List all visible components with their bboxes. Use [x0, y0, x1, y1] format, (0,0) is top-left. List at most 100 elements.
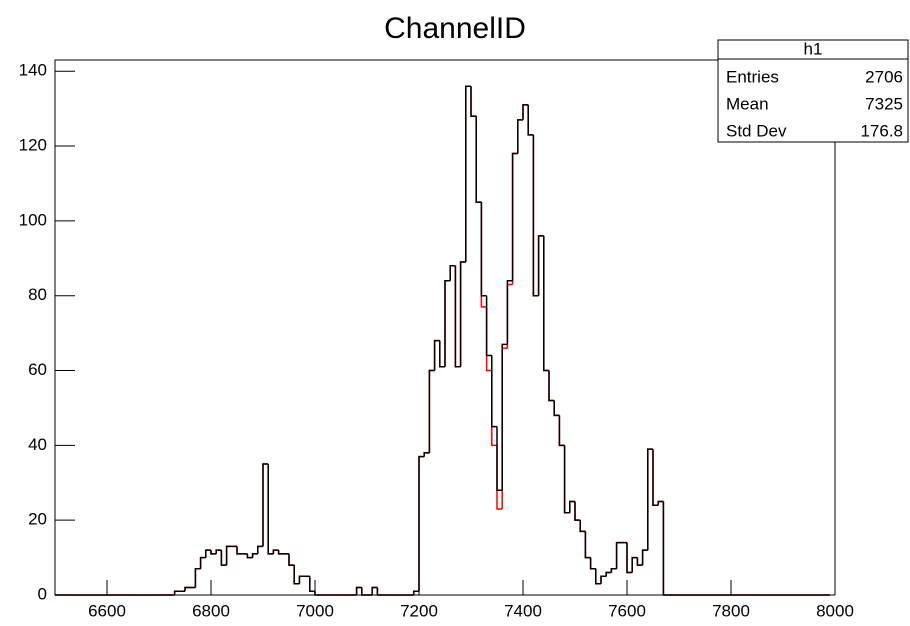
- histogram-bin: [652, 449, 659, 506]
- histogram-bin: [496, 445, 503, 510]
- histogram-bin: [361, 587, 367, 596]
- histogram-bin: [262, 463, 269, 547]
- histogram-bin: [288, 553, 295, 566]
- stats-box: [717, 39, 909, 143]
- histogram-bin: [465, 85, 471, 263]
- histogram-bin: [439, 340, 445, 368]
- histogram-bin: [444, 279, 451, 367]
- histogram-bin: [246, 553, 253, 559]
- y-tick-label: 0: [38, 584, 47, 603]
- histogram-bin: [236, 546, 243, 555]
- histogram-bin: [428, 369, 435, 453]
- histogram-bin: [485, 295, 492, 357]
- histogram-bin: [298, 575, 305, 584]
- histogram-bin: [517, 119, 523, 154]
- histogram-bin: [589, 557, 596, 570]
- histogram-bin: [225, 545, 232, 566]
- histogram-bin: [459, 261, 466, 367]
- histogram-bin: [257, 545, 263, 554]
- histogram-bin: [543, 235, 549, 372]
- histogram-bin: [433, 339, 440, 371]
- histogram-bin: [491, 370, 497, 447]
- histogram-bin: [225, 545, 232, 566]
- histogram-bin: [454, 265, 461, 368]
- histogram-bin: [194, 568, 201, 588]
- histogram-bin: [439, 340, 445, 368]
- x-tick-label: 7400: [504, 601, 542, 620]
- histogram-bin: [444, 279, 451, 367]
- histogram-bin: [470, 86, 477, 117]
- histogram-bin: [600, 575, 607, 584]
- y-tick-label: 100: [19, 210, 47, 229]
- x-tick-label: 7200: [400, 601, 438, 620]
- histogram-bin: [558, 415, 565, 447]
- histogram-bin: [537, 235, 544, 296]
- x-tick-label: 8000: [816, 601, 854, 620]
- chart-title: ChannelID: [384, 12, 526, 45]
- histogram-bin: [501, 343, 508, 491]
- histogram-bin: [293, 565, 300, 585]
- histogram-bin: [298, 575, 305, 584]
- histogram-bin: [205, 549, 211, 558]
- histogram-bin: [537, 235, 544, 296]
- histogram-bin: [418, 455, 425, 592]
- histogram-bin: [459, 261, 466, 367]
- histogram-bin: [475, 116, 482, 203]
- histogram-bin: [267, 464, 274, 555]
- histogram-bin: [548, 370, 555, 402]
- histogram-bin: [584, 531, 591, 559]
- histogram-bin: [657, 500, 664, 506]
- histogram-bin: [433, 339, 440, 371]
- histogram-bin: [470, 86, 477, 117]
- histogram-bin: [220, 550, 227, 566]
- histogram-bin: [595, 568, 601, 585]
- histogram-bin: [641, 549, 648, 566]
- histogram-bin: [511, 152, 518, 285]
- histogram-bin: [485, 306, 492, 372]
- x-tick-label: 6600: [88, 601, 126, 620]
- histogram-bin: [361, 587, 367, 596]
- histogram-bin: [277, 550, 284, 555]
- histogram-bin: [511, 152, 518, 281]
- histogram-bin: [595, 568, 601, 585]
- histogram-bin: [579, 520, 586, 533]
- stats-title: h1: [804, 39, 823, 58]
- histogram-bin: [309, 576, 315, 593]
- histogram-bin: [251, 553, 258, 558]
- histogram-bin: [584, 531, 591, 559]
- histogram-bin: [532, 134, 539, 297]
- histogram-bin: [449, 265, 456, 281]
- stats-label: Entries: [726, 67, 779, 86]
- histogram-bin: [522, 104, 529, 120]
- histogram-bin: [199, 556, 206, 569]
- histogram-bin: [563, 445, 570, 514]
- histogram-bin: [631, 556, 638, 573]
- y-tick-label: 140: [19, 61, 47, 80]
- histogram-bin: [641, 549, 648, 566]
- histogram-bin: [491, 355, 497, 428]
- histogram-bin: [314, 591, 321, 596]
- histogram-bin: [496, 426, 503, 491]
- histogram-bin: [376, 587, 383, 596]
- histogram-bin: [527, 104, 534, 136]
- histogram-bin: [558, 415, 565, 447]
- histogram-bin: [662, 501, 669, 596]
- histogram-bin: [615, 541, 622, 569]
- histogram-bin: [309, 576, 315, 593]
- histogram-bin: [543, 235, 549, 372]
- histogram-bin: [506, 279, 513, 345]
- histogram-bin: [173, 590, 180, 595]
- histogram-bin: [553, 400, 560, 417]
- stats-label: Mean: [726, 94, 769, 113]
- histogram-bin: [636, 557, 643, 566]
- histogram-bin: [220, 550, 227, 566]
- histogram-bin: [376, 587, 383, 596]
- x-tick-label: 7600: [608, 601, 646, 620]
- histogram-bin: [522, 104, 529, 120]
- x-tick-label: 6800: [192, 601, 230, 620]
- histogram-bin: [423, 452, 430, 457]
- histogram-bin: [548, 370, 555, 402]
- histogram-bin: [371, 586, 378, 595]
- x-tick-label: 7800: [712, 601, 750, 620]
- histogram-bin: [355, 586, 362, 595]
